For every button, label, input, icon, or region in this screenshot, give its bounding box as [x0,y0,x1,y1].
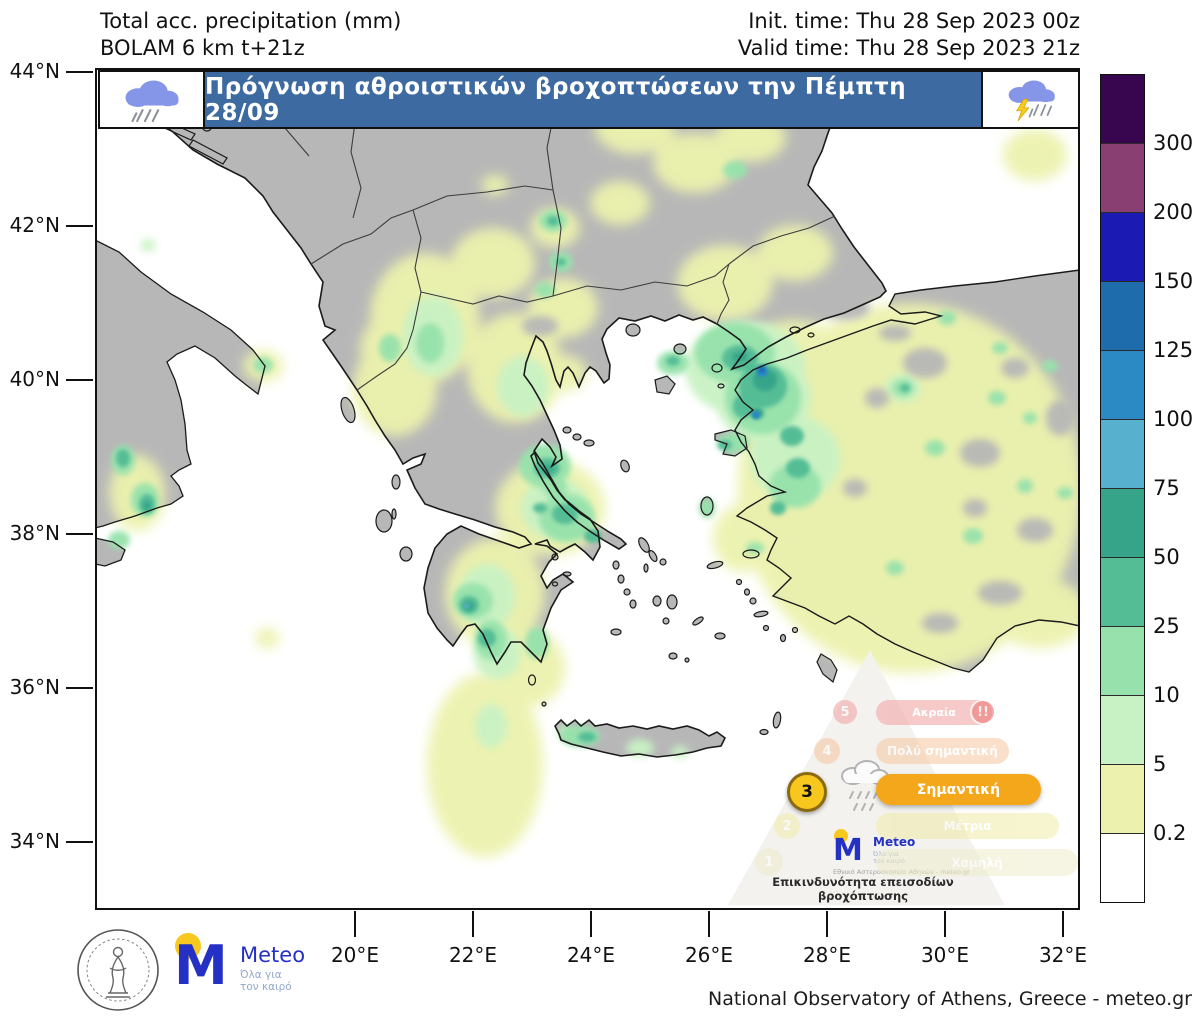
model-info: BOLAM 6 km t+21z [100,36,305,60]
latitude-label: 34°N [9,829,60,853]
precipitation-colorbar [1100,74,1145,903]
colorbar-segment [1101,281,1144,350]
latitude-tick [66,533,93,535]
longitude-tick [708,911,710,937]
pyramid-title: Επικινδυνότητα επεισοδίων βροχόπτωσης [772,875,954,903]
risk-level-number-5: 5 [833,700,857,724]
latitude-label: 36°N [9,675,60,699]
longitude-label: 32°E [1038,943,1088,967]
colorbar-segment [1101,764,1144,833]
colorbar-tick-label: 150 [1153,269,1194,293]
latitude-tick [66,71,93,73]
latitude-label: 38°N [9,521,60,545]
alert-badge: !! [970,699,996,725]
svg-text:τον καιρό: τον καιρό [240,981,292,993]
svg-text:M: M [174,934,228,997]
valid-time: Valid time: Thu 28 Sep 2023 21z [737,36,1080,60]
longitude-label: 24°E [566,943,616,967]
risk-level-pill-3: Σημαντική [876,774,1041,805]
colorbar-segment [1101,833,1144,902]
svg-text:M: M [833,833,863,868]
meteo-logo: M Meteo Όλα για τον καιρό [174,933,305,997]
longitude-tick [826,911,828,937]
longitude-tick [354,911,356,937]
colorbar-tick-label: 50 [1153,545,1180,569]
colorbar-tick-label: 100 [1153,407,1194,431]
longitude-label: 22°E [448,943,498,967]
attribution: National Observatory of Athens, Greece -… [707,988,1192,1010]
banner-right-icon-box [981,72,1078,127]
latitude-tick [66,687,93,689]
colorbar-tick-label: 200 [1153,200,1194,224]
precipitation-overlay [108,102,1080,857]
latitude-label: 40°N [9,367,60,391]
risk-level-number-4: 4 [814,738,840,764]
longitude-tick [944,911,946,937]
rain-cloud-icon [124,80,179,122]
colorbar-segment [1101,212,1144,281]
precipitation-map [95,68,1080,910]
risk-level-number-3: 3 [787,772,827,812]
colorbar-tick-label: 5 [1153,752,1167,776]
risk-level-pill-1: Χαμηλή [876,849,1078,876]
svg-text:Όλα για: Όλα για [239,969,282,981]
observatory-seal-logo [77,929,159,1011]
colorbar-tick-label: 0.2 [1153,821,1187,845]
latitude-tick [66,225,93,227]
longitude-label: 26°E [684,943,734,967]
latitude-tick [66,379,93,381]
risk-level-number-1: 1 [755,848,783,876]
colorbar-tick-label: 25 [1153,614,1180,638]
rain-risk-pyramid-legend: M Meteo Όλα για τον καιρό Εθνικό Αστεροσ… [703,650,1085,908]
longitude-label: 30°E [920,943,970,967]
map-frame [95,68,1080,910]
longitude-label: 28°E [802,943,852,967]
colorbar-segment [1101,143,1144,212]
colorbar-segment [1101,488,1144,557]
latitude-tick [66,841,93,843]
longitude-label: 20°E [330,943,380,967]
time-header: Init. time: Thu 28 Sep 2023 00z Valid ti… [690,8,1080,62]
colorbar-tick-label: 300 [1153,131,1194,155]
longitude-tick [590,911,592,937]
svg-text:Meteo: Meteo [240,943,305,967]
latitude-label: 44°N [9,59,60,83]
map-title-banner: Πρόγνωση αθροιστικών βροχοπτώσεων την Πέ… [98,70,1080,129]
colorbar-segment [1101,419,1144,488]
storm-rain-cloud-icon [1008,80,1055,121]
colorbar-segment [1101,695,1144,764]
banner-title: Πρόγνωση αθροιστικών βροχοπτώσεων την Πέ… [205,73,907,126]
colorbar-segment [1101,626,1144,695]
colorbar-tick-label: 75 [1153,476,1180,500]
product-header: Total acc. precipitation (mm) BOLAM 6 km… [100,8,401,62]
colorbar-tick-label: 10 [1153,683,1180,707]
risk-level-number-2: 2 [774,813,800,839]
colorbar-segment [1101,557,1144,626]
longitude-tick [1062,911,1064,937]
colorbar-segment [1101,350,1144,419]
longitude-tick [472,911,474,937]
latitude-label: 42°N [9,213,60,237]
init-time: Init. time: Thu 28 Sep 2023 00z [748,9,1080,33]
banner-left-icon-box [100,72,205,127]
colorbar-segment [1101,75,1144,143]
colorbar-tick-label: 125 [1153,338,1194,362]
risk-level-pill-2: Μέτρια [876,813,1059,839]
risk-level-pill-4: Πολύ σημαντική [876,738,1009,764]
product-title: Total acc. precipitation (mm) [100,9,402,33]
